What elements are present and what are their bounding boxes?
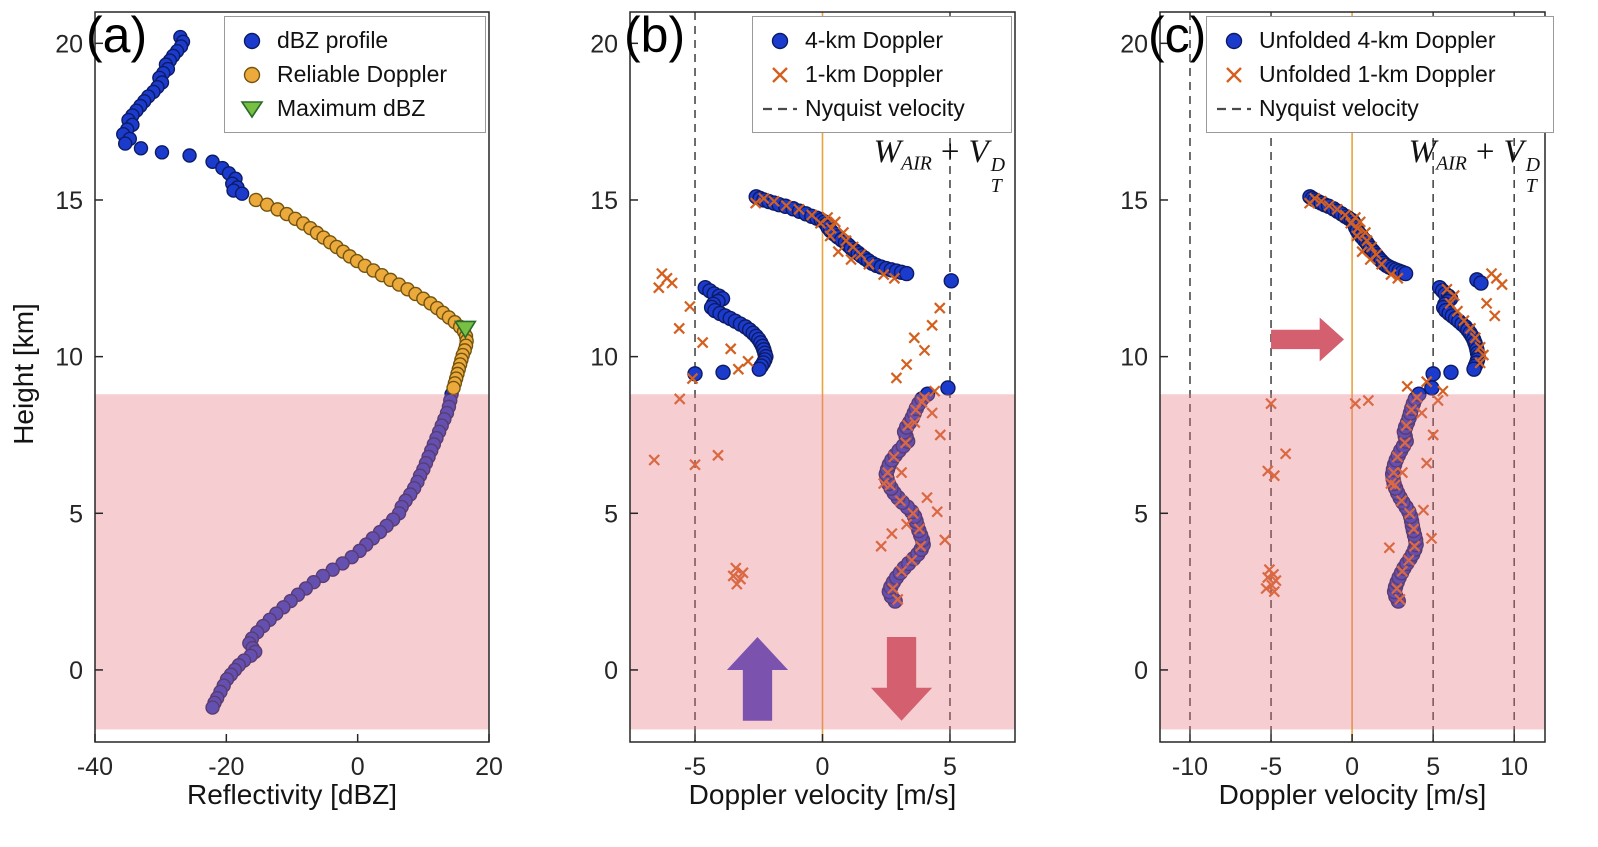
svg-text:10: 10 — [590, 344, 618, 372]
legend-item-unfolded-1km-doppler: Unfolded 1-km Doppler — [1215, 59, 1545, 90]
circle-marker-icon — [761, 29, 799, 53]
dash-marker-icon — [1215, 97, 1253, 121]
svg-text:5: 5 — [69, 500, 83, 528]
svg-text:0: 0 — [69, 657, 83, 685]
legend-item-maximum-dbz: Maximum dBZ — [233, 93, 477, 124]
svg-text:5: 5 — [604, 500, 618, 528]
legend-label: Unfolded 4-km Doppler — [1259, 27, 1496, 53]
svg-text:5: 5 — [1426, 753, 1440, 781]
circle-marker-icon — [1215, 29, 1253, 53]
panel-a-reflectivity-plot: -40 -20 0 20 0 5 10 15 20 — [55, 11, 503, 781]
equation-subscript: AIR — [901, 152, 932, 175]
legend-item-4km-doppler: 4-km Doppler — [761, 25, 1003, 56]
svg-text:0: 0 — [351, 753, 365, 781]
svg-text:-20: -20 — [208, 753, 244, 781]
svg-text:10: 10 — [1120, 344, 1148, 372]
panel-b-x-axis-label: Doppler velocity [m/s] — [688, 779, 957, 810]
panel-c-letter: (c) — [1148, 7, 1207, 63]
equation-term: W — [1408, 134, 1437, 170]
legend-label: Nyquist velocity — [1259, 95, 1419, 121]
svg-text:15: 15 — [590, 187, 618, 215]
svg-text:15: 15 — [55, 187, 83, 215]
svg-text:0: 0 — [1345, 753, 1359, 781]
svg-text:20: 20 — [1120, 30, 1148, 58]
panel-c-unfolded-doppler-plot: -10 -5 0 5 10 0 5 10 15 20 — [1120, 11, 1546, 781]
svg-text:-5: -5 — [1260, 753, 1282, 781]
legend-item-1km-doppler: 1-km Doppler — [761, 59, 1003, 90]
legend-item-unfolded-4km-doppler: Unfolded 4-km Doppler — [1215, 25, 1545, 56]
equation-subscript: T — [1525, 174, 1537, 197]
equation-superscript: D — [1525, 153, 1540, 176]
legend-item-reliable-doppler: Reliable Doppler — [233, 59, 477, 90]
doppler-equation-annotation: WAIR + V D T — [874, 134, 1005, 196]
legend-label: 4-km Doppler — [805, 27, 944, 53]
svg-text:15: 15 — [1120, 187, 1148, 215]
legend-label: Unfolded 1-km Doppler — [1259, 61, 1496, 87]
equation-term: V — [968, 134, 989, 170]
panel-b-doppler-plot: -5 0 5 0 5 10 15 20 — [590, 11, 1016, 781]
legend-item-nyquist-velocity: Nyquist velocity — [761, 93, 1003, 124]
y-axis-label: Height [km] — [8, 303, 39, 445]
panel-c-legend: Unfolded 4-km Doppler Unfolded 1-km Dopp… — [1206, 16, 1554, 133]
equation-term: V — [1503, 134, 1524, 170]
panel-a-letter: (a) — [86, 7, 148, 63]
svg-text:-40: -40 — [77, 753, 113, 781]
equation-operator: + — [940, 134, 960, 170]
legend-label: Nyquist velocity — [805, 95, 965, 121]
svg-text:20: 20 — [590, 30, 618, 58]
legend-item-dbz-profile: dBZ profile — [233, 25, 477, 56]
svg-text:20: 20 — [475, 753, 503, 781]
legend-item-nyquist-velocity: Nyquist velocity — [1215, 93, 1545, 124]
svg-text:5: 5 — [1134, 500, 1148, 528]
circle-marker-icon — [233, 63, 271, 87]
panel-b-letter: (b) — [624, 7, 686, 63]
equation-subscript: AIR — [1436, 152, 1467, 175]
circle-marker-icon — [233, 29, 271, 53]
panel-a-legend: dBZ profile Reliable Doppler Maximum dBZ — [224, 16, 486, 133]
legend-label: Maximum dBZ — [277, 95, 426, 121]
equation-term: W — [873, 134, 902, 170]
x-marker-icon — [1215, 63, 1253, 87]
svg-text:5: 5 — [943, 753, 957, 781]
x-marker-icon — [761, 63, 799, 87]
equation-operator: + — [1475, 134, 1495, 170]
equation-subscript: T — [990, 174, 1002, 197]
svg-text:10: 10 — [1500, 753, 1528, 781]
legend-label: dBZ profile — [277, 27, 389, 53]
legend-label: 1-km Doppler — [805, 61, 944, 87]
doppler-equation-annotation: WAIR + V D T — [1409, 134, 1540, 196]
svg-text:0: 0 — [816, 753, 830, 781]
svg-text:10: 10 — [55, 344, 83, 372]
svg-text:-5: -5 — [684, 753, 706, 781]
svg-text:-10: -10 — [1172, 753, 1208, 781]
triangle-marker-icon — [233, 97, 271, 121]
legend-label: Reliable Doppler — [277, 61, 448, 87]
panel-c-x-axis-label: Doppler velocity [m/s] — [1218, 779, 1487, 810]
dash-marker-icon — [761, 97, 799, 121]
panel-a-x-axis-label: Reflectivity [dBZ] — [186, 779, 398, 810]
svg-text:0: 0 — [604, 657, 618, 685]
panel-b-legend: 4-km Doppler 1-km Doppler Nyquist veloci… — [752, 16, 1012, 133]
equation-superscript: D — [990, 153, 1005, 176]
svg-text:0: 0 — [1134, 657, 1148, 685]
svg-text:20: 20 — [55, 30, 83, 58]
